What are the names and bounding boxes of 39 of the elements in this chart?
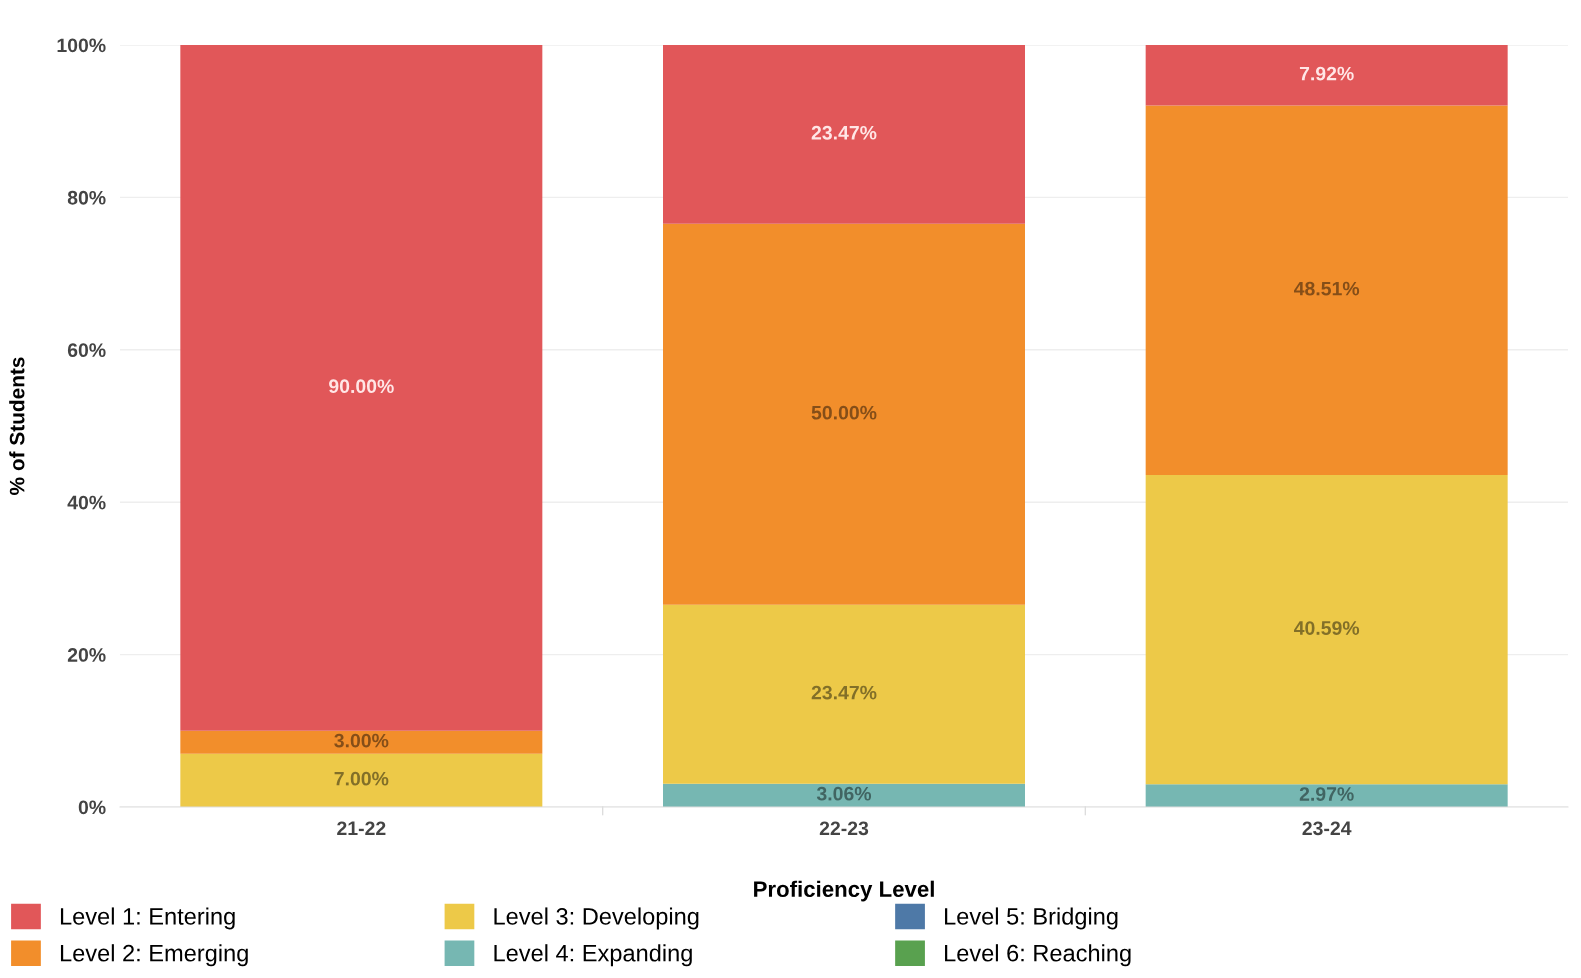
data-label: 3.06%: [816, 786, 872, 801]
y-tick-label: 40%: [67, 495, 106, 510]
data-label: 7.92%: [1299, 66, 1354, 81]
bar: [180, 730, 543, 754]
x-tick-label: 21-22: [337, 821, 386, 835]
bar: [663, 783, 1025, 807]
legend-label: Level 4: Expanding: [494, 944, 692, 967]
legend-label: Level 1: Entering: [60, 907, 235, 930]
data-label: 50.00%: [811, 405, 877, 420]
x-tick-label: 23-24: [1302, 821, 1352, 836]
bar: [1145, 475, 1508, 785]
x-axis-title: Proficiency Level: [754, 880, 934, 902]
data-label: 3.00%: [334, 733, 389, 748]
bar: [180, 753, 543, 807]
y-tick-label: 0%: [78, 800, 106, 815]
y-tick-label: 80%: [67, 190, 106, 205]
x-tick-label: 22-23: [819, 821, 869, 836]
legend-label: Level 5: Bridging: [945, 907, 1118, 930]
y-tick-label: 100%: [57, 38, 106, 53]
data-label: 40.59%: [1293, 621, 1360, 635]
data-label: 90.00%: [329, 379, 394, 394]
bar: [1145, 105, 1508, 476]
bar: [663, 45, 1025, 224]
bar: [180, 45, 543, 731]
data-label: 23.47%: [811, 125, 877, 140]
legend-label: Level 6: Reaching: [945, 944, 1131, 967]
y-tick-label: 20%: [67, 648, 106, 662]
data-label: 7.00%: [334, 771, 389, 786]
legend-label: Level 2: Emerging: [60, 944, 248, 967]
bar: [1145, 45, 1508, 106]
data-label: 2.97%: [1299, 787, 1354, 801]
legend-label: Level 3: Developing: [494, 907, 699, 930]
y-axis-title: % of Students: [9, 357, 25, 495]
bar: [663, 223, 1025, 605]
bar: [1145, 784, 1508, 807]
y-tick-label: 60%: [67, 343, 106, 358]
bar: [663, 604, 1025, 784]
data-label: 23.47%: [811, 685, 877, 700]
data-label: 48.51%: [1293, 281, 1360, 296]
